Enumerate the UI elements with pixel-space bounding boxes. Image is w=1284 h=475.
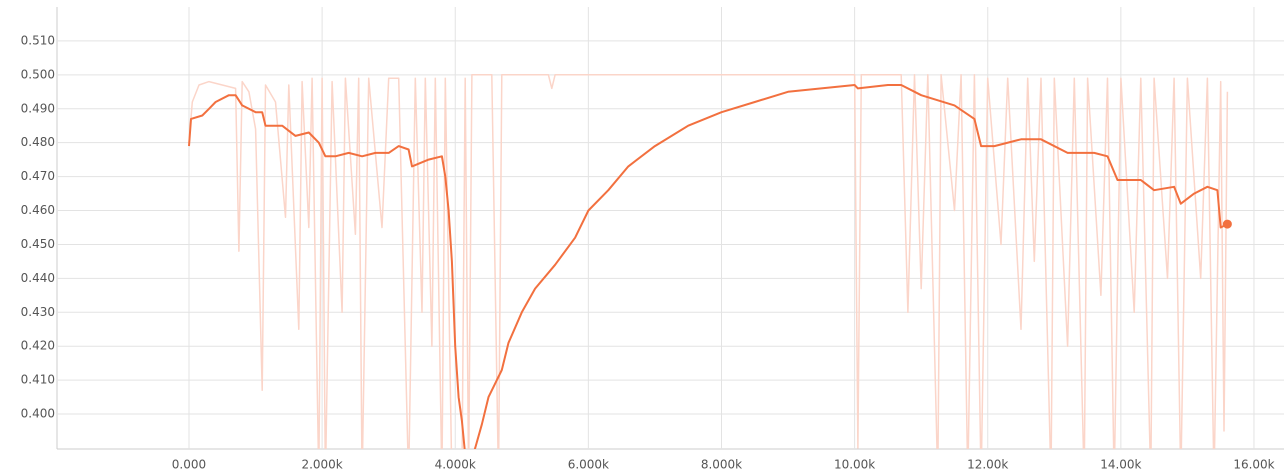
plot-area [57, 7, 1284, 449]
y-tick-label: 0.410 [21, 373, 55, 387]
x-tick-label: 6.000k [568, 458, 609, 472]
last-point [1222, 219, 1232, 229]
y-tick-label: 0.440 [21, 271, 55, 285]
series-line [188, 74, 1229, 449]
y-tick-label: 0.490 [21, 101, 55, 115]
x-tick-label: 8.000k [701, 458, 742, 472]
y-tick-label: 0.400 [21, 407, 55, 421]
y-tick-label: 0.450 [21, 237, 55, 251]
x-tick-label: 0.000 [172, 458, 206, 472]
y-tick-label: 0.480 [21, 135, 55, 149]
x-tick-label: 16.00k [1233, 458, 1274, 472]
x-tick-label: 10.00k [834, 458, 875, 472]
y-tick-label: 0.420 [21, 339, 55, 353]
x-tick-label: 4.000k [435, 458, 476, 472]
y-tick-label: 0.500 [21, 67, 55, 81]
y-tick-label: 0.470 [21, 169, 55, 183]
x-tick-label: 12.00k [967, 458, 1008, 472]
series-line [188, 84, 1228, 449]
x-tick-label: 14.00k [1100, 458, 1141, 472]
y-tick-label: 0.430 [21, 305, 55, 319]
x-tick-label: 2.000k [301, 458, 342, 472]
y-tick-label: 0.460 [21, 203, 55, 217]
y-tick-label: 0.510 [21, 33, 55, 47]
